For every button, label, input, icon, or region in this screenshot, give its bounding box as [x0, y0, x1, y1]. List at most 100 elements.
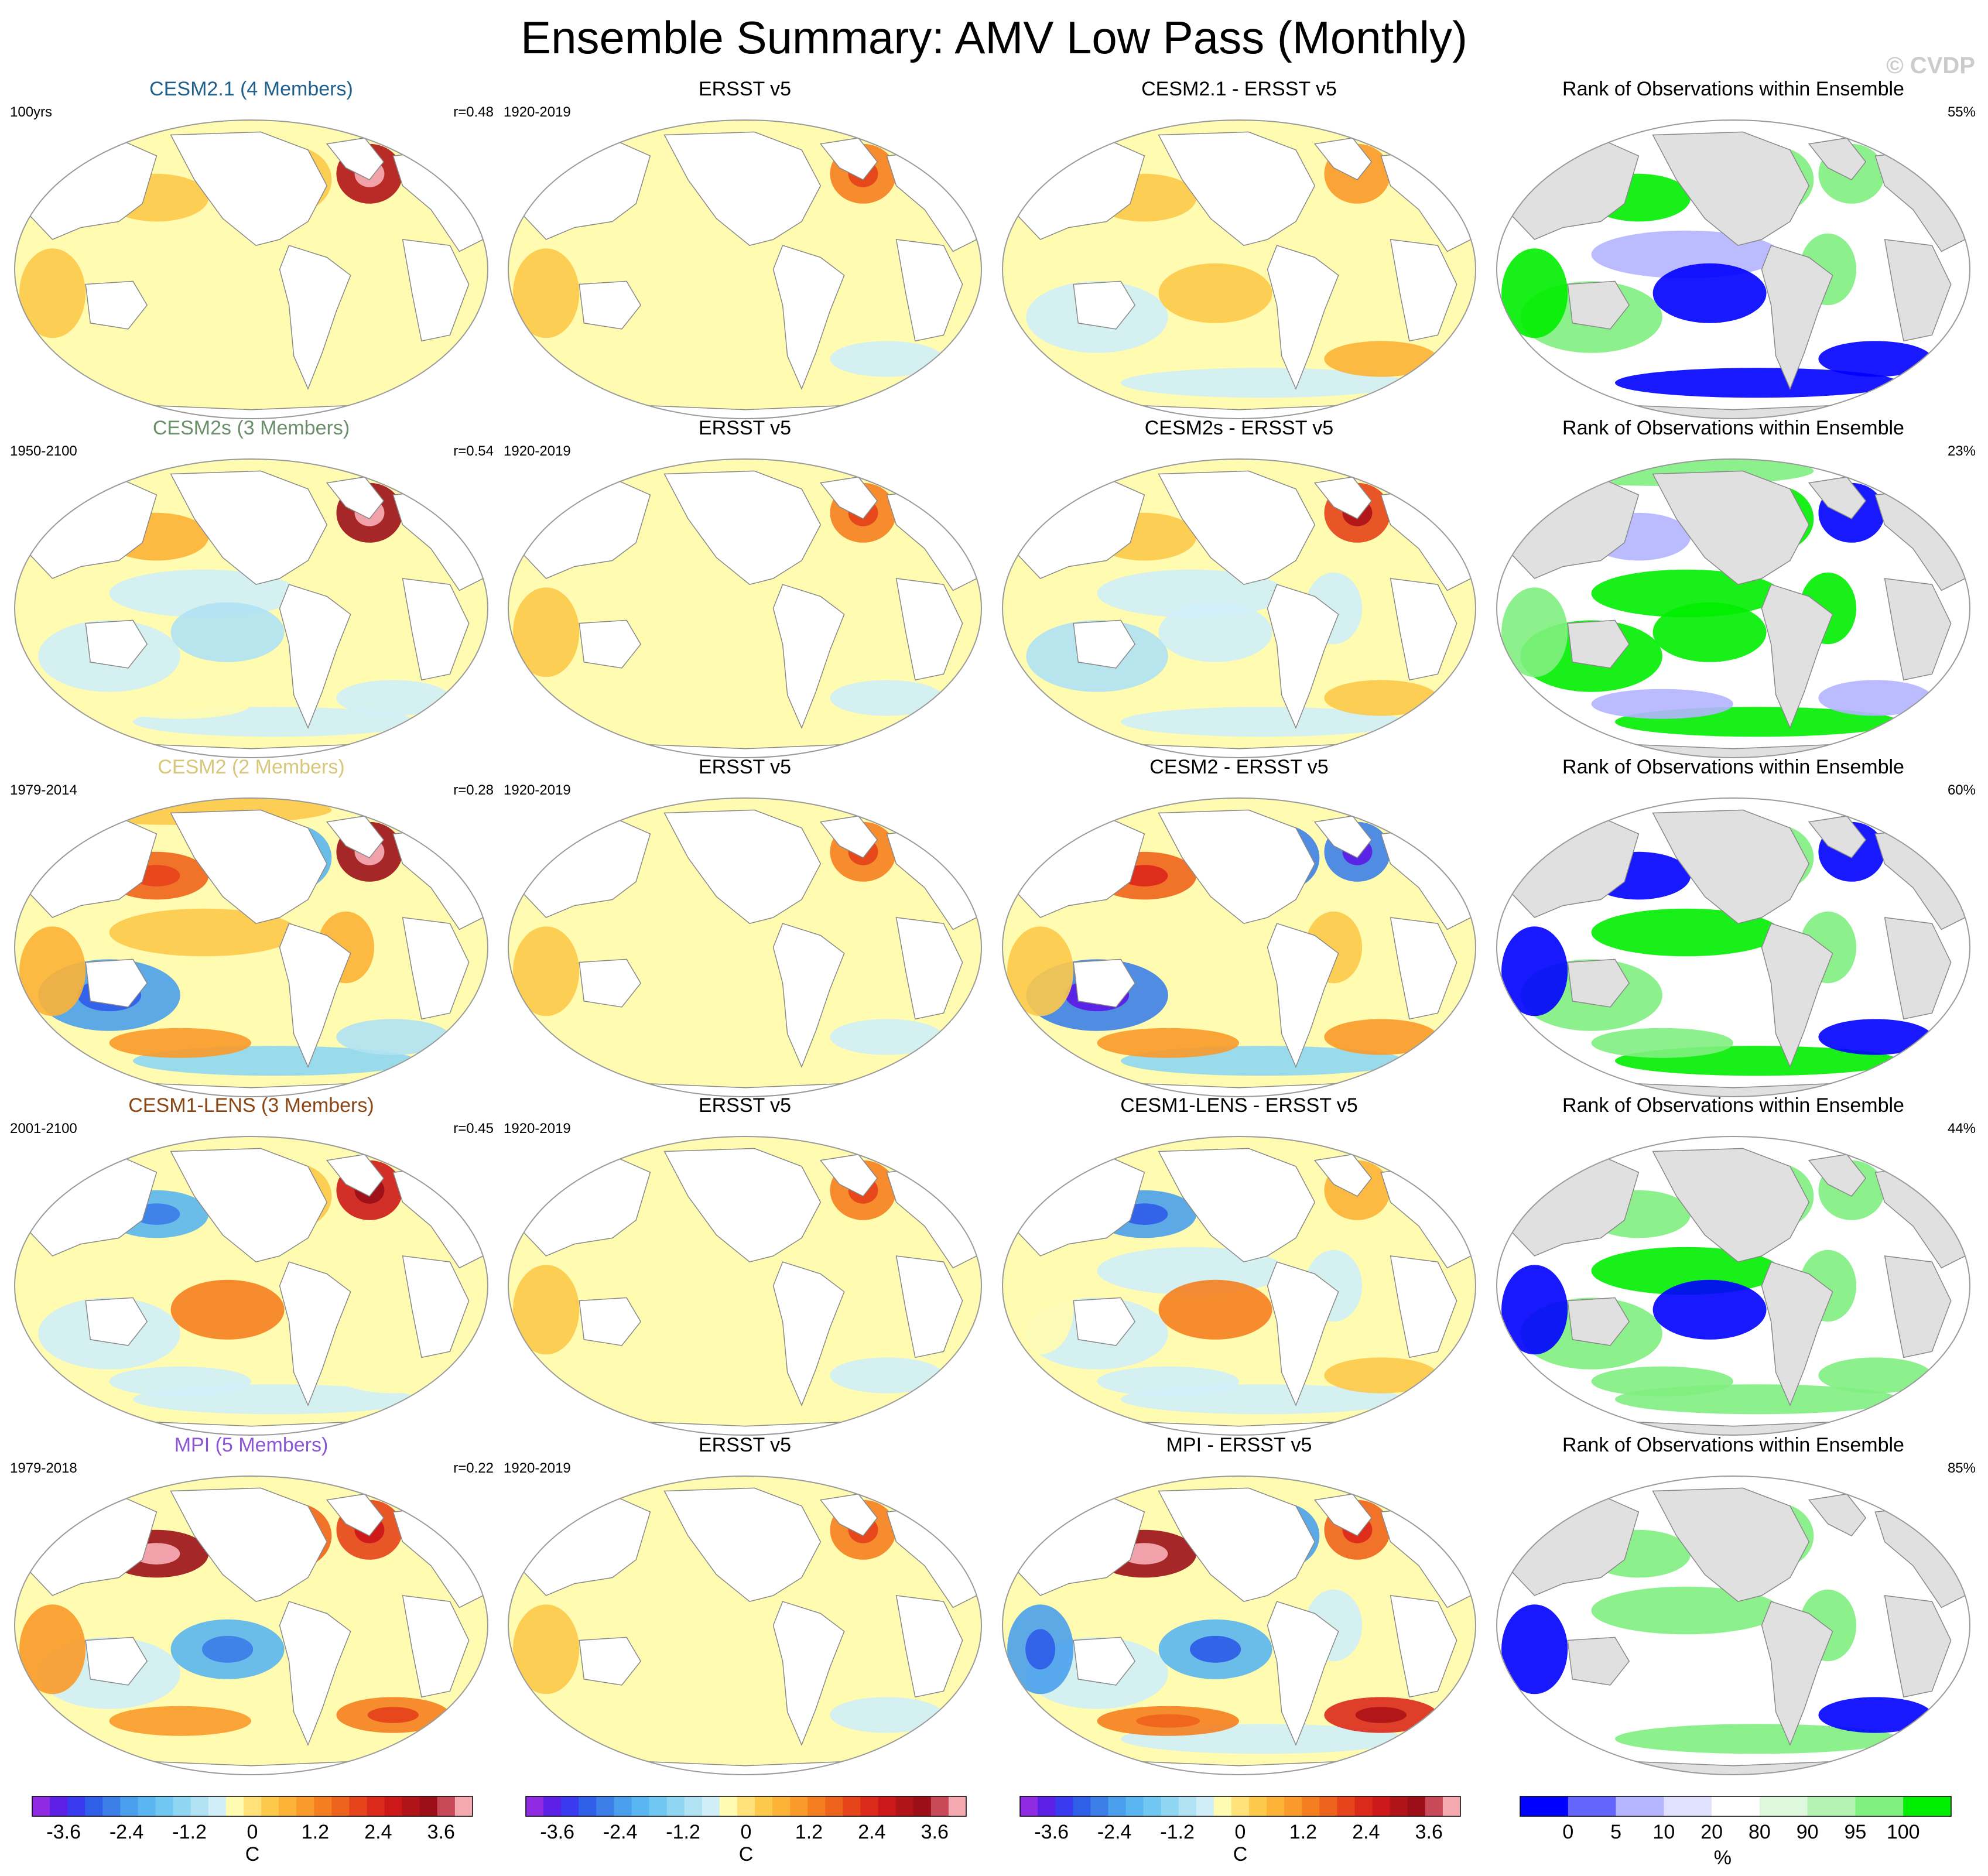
colorbar-swatch [930, 1796, 949, 1816]
continent [1390, 239, 1457, 342]
continent [1808, 1493, 1867, 1536]
colorbar-swatch [772, 1796, 791, 1816]
colorbar-tick-label: 2.4 [1352, 1821, 1380, 1843]
continent [85, 280, 148, 330]
colorbar-swatch [1161, 1796, 1179, 1816]
continent [326, 1153, 385, 1197]
colorbar-swatch [807, 1796, 826, 1816]
continent [772, 1601, 845, 1746]
continent [402, 578, 470, 681]
panel-title: CESM2s - ERSST v5 [1145, 417, 1333, 439]
continent [279, 245, 351, 390]
colorbar-swatch [825, 1796, 843, 1816]
colorbar-tick-label: 3.6 [1415, 1821, 1443, 1843]
colorbar-swatch [526, 1796, 544, 1816]
colorbar-swatch [1196, 1796, 1214, 1816]
continent [1073, 958, 1136, 1008]
panel-r2c1: CESM2s (3 Members) 1950-2100 r=0.54 [10, 417, 494, 758]
anomaly-region [1097, 1366, 1239, 1396]
colorbar-swatch [860, 1796, 879, 1816]
continent [85, 619, 148, 669]
map-outline [1002, 797, 1476, 1097]
period-label: 2001-2100 [10, 1121, 77, 1136]
colorbar-swatch [1108, 1796, 1126, 1816]
colorbar-tick-label: -1.2 [1160, 1821, 1195, 1843]
anomaly-region [1007, 1265, 1074, 1355]
continent [402, 1595, 470, 1698]
continent [170, 1487, 328, 1603]
map-outline [1496, 458, 1970, 758]
continent [1390, 917, 1457, 1020]
anomaly-region [1158, 263, 1272, 323]
colorbar-swatch [402, 1796, 420, 1816]
continent [1652, 1148, 1810, 1263]
anomaly-region [1324, 680, 1438, 716]
colorbar-swatch [349, 1796, 368, 1816]
colorbar-swatch [1712, 1796, 1760, 1816]
continent [85, 958, 148, 1008]
colorbar-swatch [1231, 1796, 1250, 1816]
colorbar-swatch [1267, 1796, 1285, 1816]
anomaly-region [1097, 1028, 1239, 1058]
continent [279, 1261, 351, 1406]
figure-title: Ensemble Summary: AMV Low Pass (Monthly) [521, 12, 1467, 63]
continent [326, 476, 385, 519]
colorbar-tick-label: -1.2 [666, 1821, 700, 1843]
colorbar-swatch [702, 1796, 720, 1816]
anomaly-region [109, 689, 251, 719]
continent [1158, 470, 1316, 586]
panel-title: CESM1-LENS - ERSST v5 [1120, 1094, 1358, 1117]
map-outline [1496, 797, 1970, 1097]
continent [1884, 1255, 1952, 1358]
continent [170, 1148, 328, 1263]
continent [579, 619, 642, 669]
anomaly-region [1591, 1586, 1781, 1635]
colorbar-swatch [631, 1796, 650, 1816]
continent [1313, 1493, 1373, 1536]
panel-title: ERSST v5 [699, 756, 791, 778]
continent [772, 923, 845, 1068]
panel-r1c2: ERSST v5 1920-2019 [504, 78, 982, 419]
colorbar-swatch [895, 1796, 914, 1816]
panel-r1c1: CESM2.1 (4 Members) 100yrs r=0.48 [10, 78, 494, 419]
colorbar-swatch [296, 1796, 314, 1816]
colorbar-swatch [261, 1796, 279, 1816]
anomaly-region [1120, 368, 1405, 398]
colorbar-tick-label: 95 [1845, 1821, 1867, 1843]
map-outline [508, 1136, 982, 1436]
temperature-colorbar-1: -3.6 -2.4 -1.2 0 1.2 2.4 3.6 C [32, 1796, 473, 1865]
period-label: 1950-2100 [10, 443, 77, 459]
map-outline [1496, 1136, 1970, 1436]
correlation-label: r=0.22 [453, 1460, 494, 1476]
colorbar-tick-label: 1.2 [302, 1821, 329, 1843]
anomaly-core [1189, 1635, 1241, 1663]
colorbar-swatch [1520, 1796, 1569, 1816]
colorbar-swatch [331, 1796, 350, 1816]
anomaly-region [1818, 1697, 1932, 1733]
continent [663, 470, 822, 586]
panel-title: ERSST v5 [699, 417, 791, 439]
colorbar-swatch [1178, 1796, 1197, 1816]
continent [663, 1487, 822, 1603]
map-outline [508, 119, 982, 419]
colorbar-swatch [384, 1796, 403, 1816]
colorbar-tick-label: 1.2 [795, 1821, 823, 1843]
panel-title: CESM2.1 (4 Members) [149, 78, 353, 100]
anomaly-region [336, 1019, 450, 1055]
panel-title: ERSST v5 [699, 78, 791, 100]
colorbar-tick-label: -2.4 [603, 1821, 638, 1843]
panel-r3c3: CESM2 - ERSST v5 [1002, 756, 1476, 1097]
colorbar-tick-label: 80 [1749, 1821, 1771, 1843]
continent [1808, 815, 1867, 858]
colorbar-tick-label: -3.6 [540, 1821, 574, 1843]
colorbar-tick-label: 2.4 [858, 1821, 885, 1843]
colorbar-swatch [1020, 1796, 1038, 1816]
colorbar-swatch [190, 1796, 209, 1816]
anomaly-region [1615, 1724, 1899, 1754]
anomaly-region [1158, 1279, 1272, 1340]
anomaly-region [1652, 263, 1767, 323]
continent [85, 1637, 148, 1686]
colorbar-swatch [32, 1796, 50, 1816]
anomaly-region [1591, 908, 1781, 957]
panel-title: MPI (5 Members) [174, 1434, 329, 1456]
